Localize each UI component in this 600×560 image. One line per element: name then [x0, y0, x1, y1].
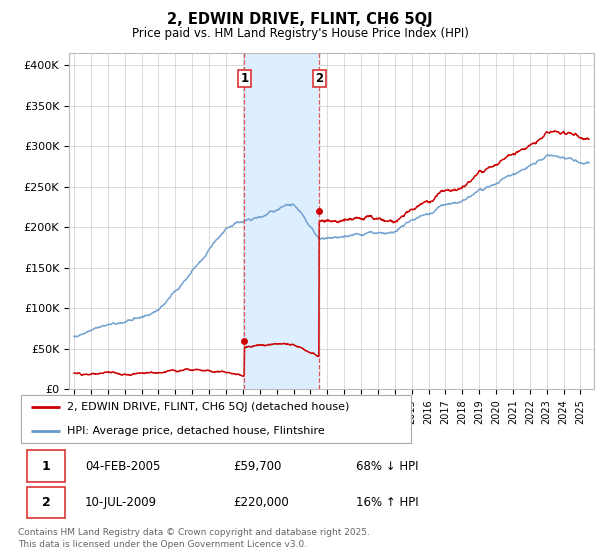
Text: 2: 2	[315, 72, 323, 85]
Text: 2, EDWIN DRIVE, FLINT, CH6 5QJ: 2, EDWIN DRIVE, FLINT, CH6 5QJ	[167, 12, 433, 27]
Text: 10-JUL-2009: 10-JUL-2009	[85, 496, 157, 509]
Text: 1: 1	[241, 72, 248, 85]
Text: 04-FEB-2005: 04-FEB-2005	[85, 460, 160, 473]
FancyBboxPatch shape	[27, 450, 65, 482]
FancyBboxPatch shape	[21, 395, 411, 443]
Bar	[244, 53, 319, 389]
FancyBboxPatch shape	[27, 487, 65, 519]
Text: 1: 1	[41, 460, 50, 473]
Text: 2, EDWIN DRIVE, FLINT, CH6 5QJ (detached house): 2, EDWIN DRIVE, FLINT, CH6 5QJ (detached…	[67, 402, 350, 412]
Text: 16% ↑ HPI: 16% ↑ HPI	[356, 496, 418, 509]
Text: Price paid vs. HM Land Registry's House Price Index (HPI): Price paid vs. HM Land Registry's House …	[131, 27, 469, 40]
Text: HPI: Average price, detached house, Flintshire: HPI: Average price, detached house, Flin…	[67, 426, 325, 436]
Text: 68% ↓ HPI: 68% ↓ HPI	[356, 460, 418, 473]
Text: £59,700: £59,700	[233, 460, 282, 473]
Text: £220,000: £220,000	[233, 496, 289, 509]
Text: 2: 2	[41, 496, 50, 509]
Text: Contains HM Land Registry data © Crown copyright and database right 2025.
This d: Contains HM Land Registry data © Crown c…	[18, 528, 370, 549]
